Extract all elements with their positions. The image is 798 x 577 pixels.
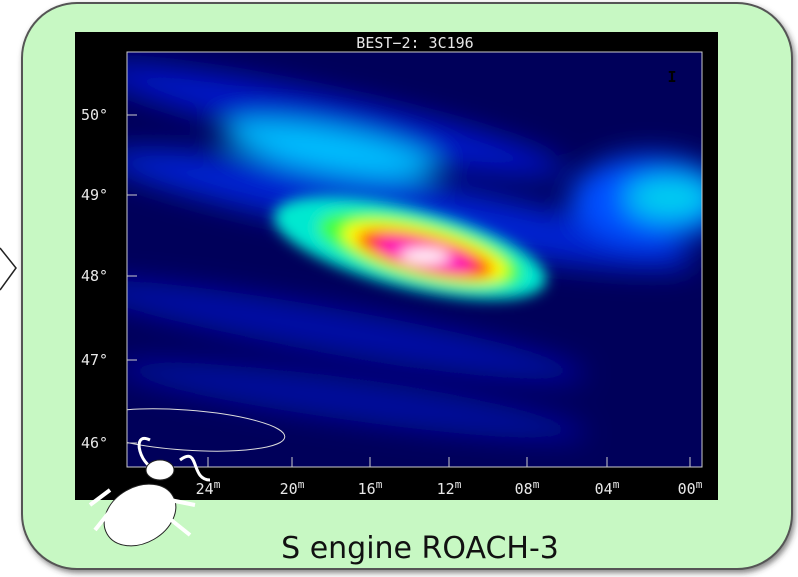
y-label: 50° — [81, 106, 108, 124]
x-label-unit: m — [376, 478, 383, 491]
x-label-unit: m — [613, 478, 620, 491]
x-label-value: 16 — [358, 480, 376, 498]
x-label-value: 08 — [515, 480, 533, 498]
x-label-value: 04 — [595, 480, 613, 498]
y-label: 47° — [81, 351, 108, 369]
y-label: 48° — [81, 267, 108, 285]
x-label-value: 20 — [280, 480, 298, 498]
x-label-value: 00 — [678, 480, 696, 498]
plot-title: BEST−2: 3C196 — [356, 34, 473, 52]
stokes-label: I — [667, 68, 676, 86]
caption: S engine ROACH-3 — [281, 531, 559, 566]
x-label-value: 24 — [196, 480, 214, 498]
x-label-unit: m — [298, 478, 305, 491]
arrow — [0, 248, 16, 290]
y-label: 46° — [81, 434, 108, 452]
y-label: 49° — [81, 186, 108, 204]
page: {"plot": {"title": "BEST−2: 3C196", "sto… — [0, 0, 798, 577]
x-label-value: 12 — [437, 480, 455, 498]
x-label-unit: m — [533, 478, 540, 491]
x-label-unit: m — [696, 478, 703, 491]
body: BEST−2: 3C196 I 50°49°48°47°46° 24m20m16… — [0, 0, 798, 577]
x-label-unit: m — [214, 478, 221, 491]
heatmap — [70, 46, 730, 467]
x-label-unit: m — [455, 478, 462, 491]
slide: BEST−2: 3C196 I 50°49°48°47°46° 24m20m16… — [0, 0, 798, 577]
